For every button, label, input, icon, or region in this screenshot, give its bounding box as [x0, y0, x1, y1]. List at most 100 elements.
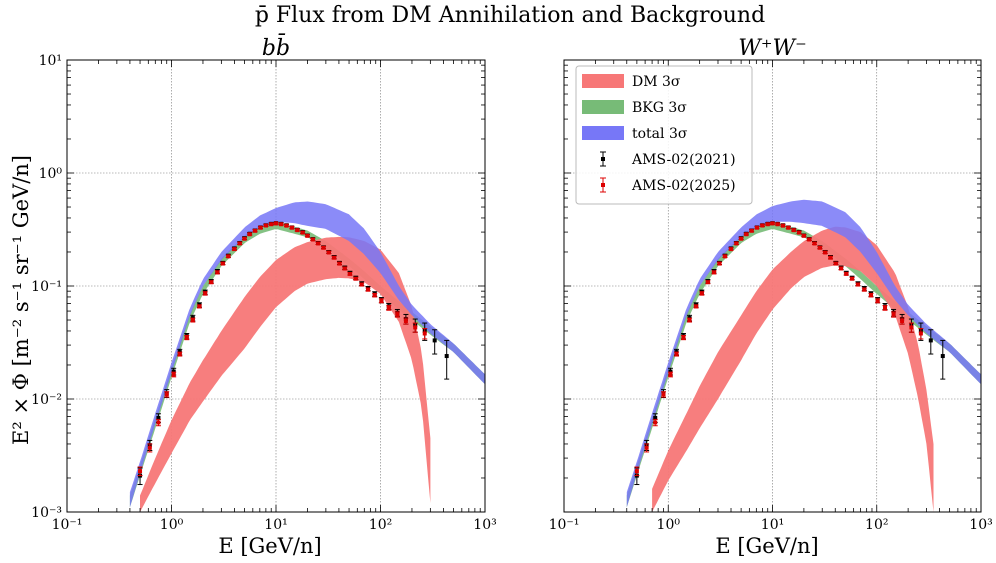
y-tick-label: 10⁻³: [31, 505, 62, 521]
data-point: [225, 254, 231, 259]
data-point: [822, 250, 828, 255]
data-point: [412, 322, 418, 333]
x-tick-label: 10⁻¹: [549, 517, 580, 533]
data-point: [252, 228, 258, 233]
data-point: [171, 371, 177, 378]
data-point: [687, 317, 693, 323]
data-point: [652, 418, 658, 427]
bands: [129, 201, 485, 512]
data-point: [817, 245, 823, 250]
data-point: [806, 237, 812, 242]
data-point: [775, 222, 781, 227]
data-point: [918, 328, 924, 340]
data-point: [184, 334, 190, 341]
data-point: [353, 276, 359, 281]
data-point: [386, 305, 392, 311]
data-point: [196, 304, 202, 309]
data-point: [838, 266, 844, 271]
data-point: [263, 223, 269, 228]
data-point: [660, 391, 666, 398]
legend-swatch-dm: [582, 74, 624, 88]
panel-ww: W⁺W⁻ 10⁻¹ 10⁰ 10¹ 10² 10³: [549, 36, 993, 533]
y-tick-label: 10⁻¹: [31, 279, 62, 295]
legend-label-total: total 3σ: [632, 126, 688, 142]
data-point: [796, 230, 802, 235]
data-point: [177, 351, 183, 357]
data-point: [759, 223, 765, 228]
data-point: [705, 280, 711, 285]
y-tick-label: 10⁻²: [31, 392, 62, 408]
data-point: [861, 287, 867, 292]
data-point: [359, 282, 365, 287]
legend-label-ams2021: AMS-02(2021): [631, 152, 736, 168]
data-point: [278, 222, 284, 227]
data-point: [422, 328, 428, 340]
data-point: [242, 236, 248, 241]
data-point: [791, 228, 797, 233]
data-point: [733, 241, 739, 246]
data-point: [812, 241, 818, 246]
y-axis-label: E² × Φ [m⁻² s⁻¹ sr⁻¹ GeV/n]: [9, 155, 33, 445]
data-point: [444, 339, 450, 380]
data-point: [728, 247, 734, 252]
data-point: [432, 329, 438, 355]
bands: [626, 199, 981, 512]
data-point: [137, 466, 143, 477]
ticks: [563, 60, 981, 513]
data-point: [336, 261, 342, 266]
legend: DM 3σ BKG 3σ total 3σ AMS-02(2021) AMS-0…: [575, 65, 753, 205]
data-point: [220, 261, 226, 266]
series-ams-02-2025-: [137, 221, 428, 477]
data-point: [908, 322, 914, 333]
data-point: [164, 391, 170, 398]
data-point: [257, 225, 263, 230]
data-point: [711, 270, 717, 275]
ticks: [66, 60, 485, 513]
data-point: [190, 317, 196, 323]
data-point: [289, 225, 295, 230]
data-point: [891, 311, 897, 318]
x-tick-label: 10³: [473, 517, 496, 533]
data-point: [827, 255, 833, 260]
panel-bb: bb̄ 10⁻¹ 10⁰ 10¹ 10² 10³ 10⁻³ 10⁻² 10⁻¹ 10⁰ 10¹: [31, 33, 497, 533]
data-point: [365, 287, 371, 292]
data-point: [347, 271, 353, 276]
data-point: [294, 228, 300, 233]
legend-label-dm: DM 3σ: [632, 74, 681, 90]
data-point: [273, 221, 279, 226]
x-tick-label: 10²: [865, 517, 888, 533]
data-point: [875, 298, 881, 304]
x-axis-label-right: E [GeV/n]: [715, 534, 818, 558]
figure-title: p̄ Flux from DM Annihilation and Backgro…: [255, 3, 765, 28]
x-tick-label: 10³: [969, 517, 992, 533]
data-point: [882, 305, 888, 311]
legend-swatch-total: [582, 126, 624, 140]
data-point: [644, 443, 650, 453]
data-point: [899, 317, 905, 325]
x-tick-label: 10²: [369, 517, 392, 533]
data-point: [770, 221, 775, 226]
band-dm: [140, 236, 431, 512]
x-tick-label: 10⁰: [160, 517, 184, 533]
data-point: [634, 466, 640, 477]
data-point: [237, 241, 243, 246]
data-point: [667, 371, 673, 378]
data-point: [680, 334, 686, 341]
band-dm: [652, 226, 934, 512]
y-tick-label: 10⁰: [39, 166, 63, 182]
data-point: [849, 276, 855, 281]
data-point: [208, 280, 214, 285]
data-point: [247, 232, 253, 237]
data-point: [331, 255, 337, 260]
data-point: [155, 418, 161, 427]
data-point: [304, 233, 310, 238]
data-point: [326, 250, 332, 255]
y-tick-label: 10¹: [39, 53, 62, 69]
data-point: [868, 292, 874, 298]
data-point: [780, 223, 786, 228]
data-point: [394, 311, 400, 318]
data-point: [843, 271, 849, 276]
x-tick-label: 10¹: [761, 517, 784, 533]
data-point: [310, 237, 316, 242]
